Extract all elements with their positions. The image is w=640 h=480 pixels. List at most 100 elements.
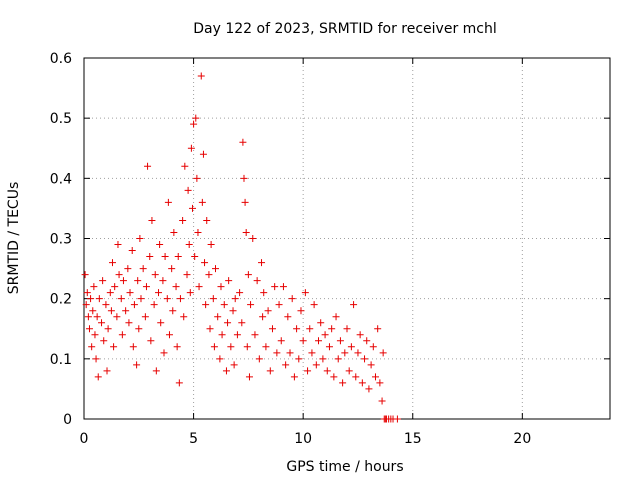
data-point xyxy=(141,313,149,321)
data-point xyxy=(102,301,110,309)
data-point xyxy=(339,379,347,387)
data-point xyxy=(187,144,195,152)
y-tick-label: 0 xyxy=(63,412,72,428)
data-point xyxy=(156,241,164,249)
data-point xyxy=(306,325,314,333)
data-point xyxy=(195,283,203,291)
data-point xyxy=(356,331,364,339)
data-point xyxy=(163,295,171,303)
data-point xyxy=(174,253,182,261)
data-point xyxy=(369,343,377,351)
data-point xyxy=(350,301,358,309)
data-point xyxy=(275,301,283,309)
data-point xyxy=(334,355,342,363)
data-point xyxy=(91,331,99,339)
data-point xyxy=(315,337,323,345)
data-point xyxy=(85,325,93,333)
data-point xyxy=(210,343,218,351)
tick-marks xyxy=(83,57,610,420)
data-point xyxy=(90,283,98,291)
data-point xyxy=(336,337,344,345)
data-point xyxy=(103,367,111,375)
data-point xyxy=(161,253,169,261)
data-point xyxy=(94,373,102,381)
data-point xyxy=(110,343,118,351)
data-point xyxy=(297,307,305,315)
data-point xyxy=(361,355,369,363)
data-point xyxy=(155,289,163,297)
data-point xyxy=(239,138,247,146)
data-point xyxy=(317,319,325,327)
data-point xyxy=(243,343,251,351)
data-point xyxy=(271,283,279,291)
data-point xyxy=(181,162,189,170)
data-point xyxy=(111,283,119,291)
data-point xyxy=(81,271,89,279)
data-point xyxy=(352,373,360,381)
data-point xyxy=(293,325,301,333)
data-point xyxy=(277,337,285,345)
data-point xyxy=(343,325,351,333)
data-point xyxy=(299,337,307,345)
data-point xyxy=(212,265,219,273)
data-point xyxy=(209,295,217,303)
data-point xyxy=(341,349,349,357)
data-point xyxy=(218,331,226,339)
data-point xyxy=(106,289,114,297)
data-point xyxy=(107,307,115,315)
data-point xyxy=(168,265,176,273)
data-point xyxy=(157,319,165,327)
data-point xyxy=(184,186,192,194)
data-point xyxy=(183,271,191,279)
data-point xyxy=(266,367,274,375)
data-point xyxy=(173,343,181,351)
data-point xyxy=(273,349,281,357)
data-point xyxy=(236,289,244,297)
data-point xyxy=(376,379,384,387)
data-point xyxy=(128,247,136,255)
data-point xyxy=(203,216,211,224)
data-point xyxy=(82,301,90,309)
data-point xyxy=(206,325,214,333)
data-point xyxy=(260,289,268,297)
data-point xyxy=(150,301,158,309)
data-point xyxy=(99,277,107,285)
data-point xyxy=(233,331,241,339)
data-point xyxy=(262,343,270,351)
data-point xyxy=(345,367,353,375)
data-point xyxy=(323,367,331,375)
data-point xyxy=(135,325,143,333)
data-point xyxy=(363,337,371,345)
data-point xyxy=(241,198,249,206)
data-point xyxy=(152,367,160,375)
data-point xyxy=(190,120,198,128)
data-point xyxy=(347,343,355,351)
data-point xyxy=(194,228,202,236)
data-point xyxy=(358,379,366,387)
data-point xyxy=(169,307,177,315)
data-point xyxy=(328,325,336,333)
data-point xyxy=(217,283,225,291)
y-tick-labels: 0 0.1 0.2 0.3 0.4 0.5 0.6 xyxy=(50,51,72,428)
data-point xyxy=(264,307,272,315)
data-point xyxy=(118,331,126,339)
data-point xyxy=(224,319,232,327)
data-point xyxy=(222,367,230,375)
data-point xyxy=(170,228,178,236)
data-point xyxy=(124,265,132,273)
data-point xyxy=(130,301,138,309)
data-point xyxy=(159,277,167,285)
data-point xyxy=(172,283,180,291)
data-point xyxy=(147,337,155,345)
data-point xyxy=(325,343,333,351)
y-tick-label: 0.5 xyxy=(50,111,72,127)
data-point xyxy=(180,313,188,321)
y-tick-label: 0.3 xyxy=(50,232,72,248)
data-point xyxy=(93,313,101,321)
data-point xyxy=(312,361,320,369)
data-point xyxy=(185,241,193,249)
data-point xyxy=(231,295,239,303)
data-point xyxy=(119,277,127,285)
data-point xyxy=(125,319,133,327)
